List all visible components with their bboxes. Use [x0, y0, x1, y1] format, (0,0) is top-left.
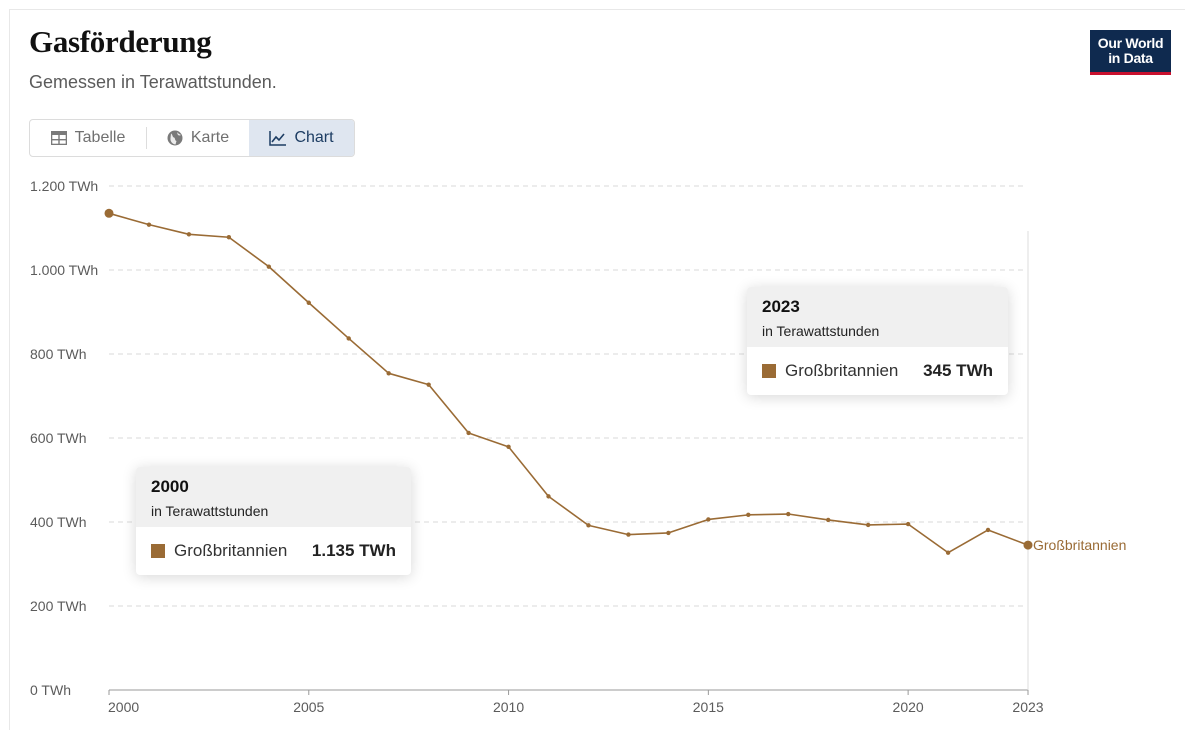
tooltip-2000: 2000 in Terawattstunden Großbritannien 1… [136, 467, 411, 575]
globe-icon [167, 130, 183, 146]
logo-line-2: in Data [1108, 50, 1153, 66]
tab-table-label: Tabelle [74, 129, 126, 146]
series-line [108, 212, 1029, 554]
legend-swatch [762, 364, 776, 378]
series-label: Großbritannien [1033, 537, 1126, 553]
tooltip-year: 2000 [151, 477, 189, 496]
data-point [146, 222, 152, 227]
tooltip-row: Großbritannien 1.135 TWh [136, 527, 411, 575]
chart-title: Gasförderung [29, 24, 212, 59]
data-point [746, 512, 751, 518]
data-point [786, 511, 791, 517]
data-point [706, 517, 711, 522]
owid-logo[interactable]: Our World in Data [1090, 30, 1171, 75]
tooltip-unit: in Terawattstunden [151, 503, 269, 519]
tooltip-series-name: Großbritannien [174, 541, 288, 560]
legend-swatch [151, 544, 165, 558]
data-point [905, 521, 911, 527]
y-tick-label: 400 TWh [30, 514, 87, 530]
tooltip-year: 2023 [762, 297, 800, 316]
x-tick-label: 2015 [693, 699, 724, 715]
data-point [346, 336, 351, 341]
y-tick-label: 1.200 TWh [30, 178, 98, 194]
data-point [826, 517, 831, 523]
tooltip-header: 2000 in Terawattstunden [136, 467, 411, 527]
x-tick-label: 2010 [493, 699, 524, 715]
tooltip-header: 2023 in Terawattstunden [747, 287, 1008, 347]
tab-map-label: Karte [190, 129, 230, 146]
tooltip-series-name: Großbritannien [785, 361, 899, 380]
tab-chart-label: Chart [294, 129, 334, 146]
y-tick-label: 800 TWh [30, 346, 87, 362]
y-tick-label: 200 TWh [30, 598, 87, 614]
tab-map[interactable]: Karte [147, 120, 249, 156]
data-point [226, 235, 232, 240]
x-tick-label: 2020 [893, 699, 924, 715]
y-tick-label: 1.000 TWh [30, 262, 98, 278]
data-point [104, 208, 114, 218]
y-tick-label: 0 TWh [30, 682, 71, 698]
y-tick-label: 600 TWh [30, 430, 87, 446]
data-point [266, 264, 272, 269]
data-point [506, 444, 511, 450]
line-chart-icon [269, 130, 287, 146]
tooltip-row: Großbritannien 345 TWh [747, 347, 1008, 395]
tooltip-value: 1.135 TWh [311, 541, 396, 560]
data-point [186, 232, 192, 237]
data-point [945, 550, 951, 555]
data-point [985, 527, 991, 533]
tooltip-2023: 2023 in Terawattstunden Großbritannien 3… [747, 287, 1008, 395]
data-point [426, 382, 431, 387]
chart-subtitle: Gemessen in Terawattstunden. [29, 72, 277, 92]
data-point [865, 522, 871, 528]
data-point [386, 371, 391, 376]
view-tabs: Tabelle Karte Chart [29, 119, 355, 157]
x-tick-label: 2005 [293, 699, 324, 715]
data-point [626, 532, 631, 537]
logo-line-1: Our World [1097, 35, 1164, 51]
tab-table[interactable]: Tabelle [30, 120, 146, 156]
data-point [466, 430, 471, 436]
data-point [1023, 540, 1033, 550]
x-tick-label: 2023 [1012, 699, 1043, 715]
data-point [586, 523, 591, 528]
data-point [306, 300, 311, 305]
table-icon [50, 131, 67, 145]
tooltip-value: 345 TWh [923, 361, 993, 380]
tooltip-unit: in Terawattstunden [762, 323, 880, 339]
tab-chart[interactable]: Chart [249, 120, 354, 156]
chart-frame [9, 9, 1185, 730]
x-tick-label: 2000 [108, 699, 139, 715]
data-point [666, 530, 671, 536]
data-point [546, 494, 551, 499]
tab-divider [146, 127, 147, 149]
